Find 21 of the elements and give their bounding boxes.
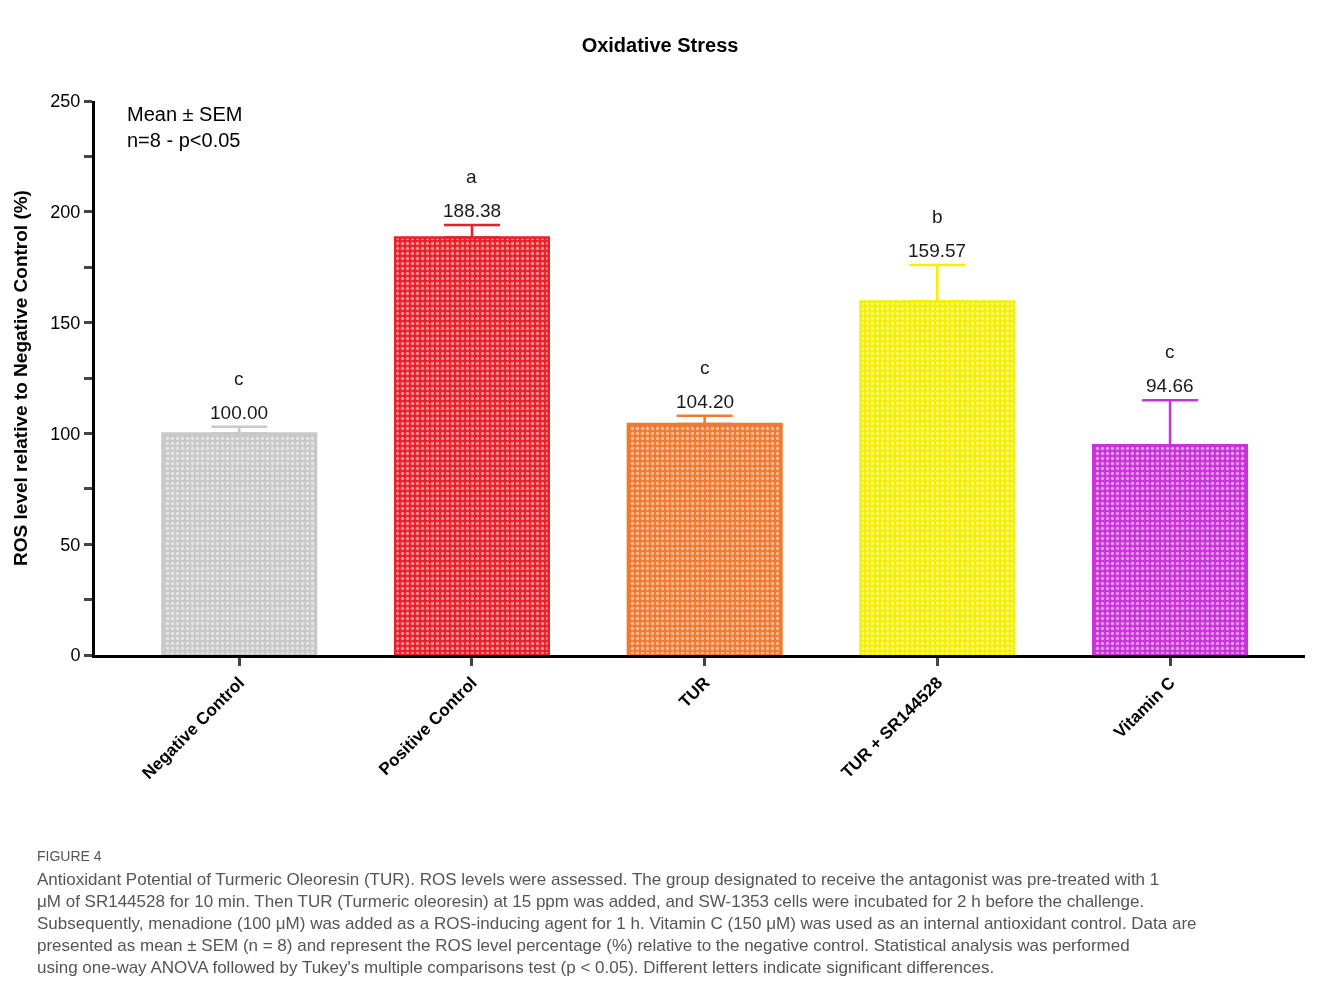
data-label: 188.38 xyxy=(443,200,502,221)
annotation: c xyxy=(700,357,710,378)
annotation: c xyxy=(1165,341,1175,362)
caption: FIGURE 4 xyxy=(37,848,102,864)
data-label: 104.20 xyxy=(676,391,735,412)
y-tick-label: 250 xyxy=(50,91,81,112)
y-tick-label: 150 xyxy=(50,312,81,333)
text: Antioxidant Potential of Turmeric Oleoresin (TUR). ROS levels were assessed. The group designated to receive the antagonist was pre-treated with 1 μM of SR144528 for 10 min. Then TUR (Turmeric oleoresin) at 15 ppm was added, and SW-1353 cells were incubated for 2 h before the challenge. Subsequently, menadione (100 μM) was added as a ROS-inducing agent for 1 h. Vitamin C (150 μM) was used as an internal antioxidant control. Data are presented as mean ± SEM (n = 8) and represent the ROS level percentage (%) relative to the negative control. Statistical analysis was performed using one-way ANOVA followed by Tukey's multiple comparisons test (p < 0.05). Different letters indicate significant differences. xyxy=(37,870,1197,978)
annotation: a xyxy=(466,166,477,187)
chart-title: Oxidative Stress xyxy=(581,33,739,56)
annotation: Mean ± SEM n=8 - p<0.05 xyxy=(127,103,243,151)
data-label: 159.57 xyxy=(908,240,967,261)
y-axis-title: ROS level relative to Negative Control (%) xyxy=(10,190,32,566)
y-tick-label: 0 xyxy=(70,645,81,666)
data-label: 94.66 xyxy=(1146,375,1194,396)
data-label: 100.00 xyxy=(210,402,269,423)
annotation: b xyxy=(932,206,943,227)
y-tick-label: 200 xyxy=(50,202,81,223)
annotation: c xyxy=(234,368,244,389)
y-tick-label: 50 xyxy=(60,534,81,555)
y-tick-label: 100 xyxy=(50,423,81,444)
